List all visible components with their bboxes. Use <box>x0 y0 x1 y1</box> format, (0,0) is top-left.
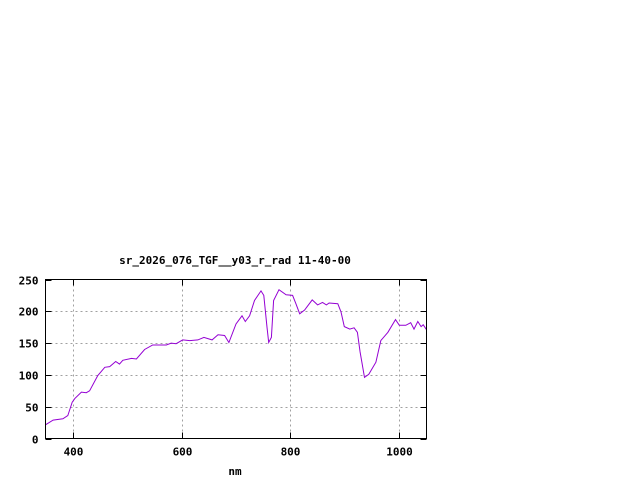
y-tick-label: 250 <box>19 275 39 288</box>
x-tick-label: 600 <box>173 446 193 459</box>
y-tick-label: 50 <box>25 402 38 415</box>
y-tick-label: 150 <box>19 338 39 351</box>
grid <box>45 279 427 439</box>
y-tick-label: 0 <box>32 434 39 447</box>
x-tick-label: 400 <box>64 446 84 459</box>
chart-title: sr_2026_076_TGF__y03_r_rad 11-40-00 <box>119 254 351 267</box>
x-axis-label: nm <box>228 465 242 478</box>
plot-border <box>45 279 427 439</box>
y-tick-label: 200 <box>19 306 39 319</box>
x-tick-label: 800 <box>281 446 301 459</box>
x-tick-label: 1000 <box>386 446 413 459</box>
ticks: 0 50 100 150 200 250 400 600 800 1000 <box>19 275 427 459</box>
y-tick-label: 100 <box>19 370 39 383</box>
series-line <box>45 288 427 426</box>
